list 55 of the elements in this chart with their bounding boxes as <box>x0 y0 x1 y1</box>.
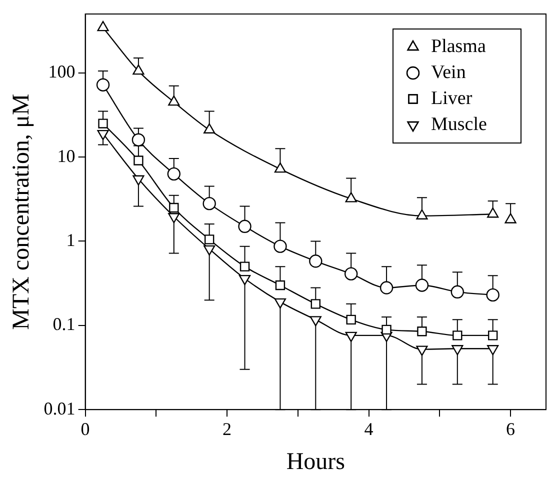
point <box>96 78 110 92</box>
y-tick-label: 0.1 <box>52 314 76 334</box>
point <box>274 162 286 173</box>
point <box>240 262 250 272</box>
y-tick-label: 1 <box>66 230 76 250</box>
point <box>169 202 179 213</box>
point <box>134 156 144 166</box>
point <box>417 326 427 336</box>
x-tick-label: 2 <box>222 419 232 440</box>
y-tick-label: 100 <box>48 62 76 82</box>
point <box>167 167 180 181</box>
point <box>132 64 144 75</box>
point <box>487 345 499 356</box>
point <box>452 330 462 340</box>
point <box>310 316 322 326</box>
point <box>238 274 251 286</box>
y-axis-title: MTX concentration, μM <box>8 94 35 330</box>
point <box>488 330 498 340</box>
x-tick-label: 4 <box>364 419 374 440</box>
legend-label: Liver <box>431 88 473 109</box>
legend-label: Plasma <box>431 36 486 57</box>
point <box>504 213 516 224</box>
y-tick-label: 10 <box>57 146 76 166</box>
point <box>450 285 464 299</box>
x-tick-label: 0 <box>80 419 90 440</box>
x-axis-title: Hours <box>286 448 345 475</box>
point <box>97 20 109 32</box>
point <box>274 240 287 253</box>
point <box>275 280 286 290</box>
point <box>452 345 464 356</box>
point <box>98 118 108 128</box>
point <box>416 209 428 220</box>
point <box>415 278 429 292</box>
point <box>380 281 394 294</box>
point <box>204 123 216 134</box>
legend-label: Muscle <box>431 114 487 135</box>
point <box>132 133 146 146</box>
legend-label: Vein <box>431 62 466 83</box>
point <box>416 346 428 356</box>
y-tick-label: 0.01 <box>44 398 76 418</box>
point <box>309 254 322 268</box>
point <box>345 192 357 202</box>
point <box>168 95 180 106</box>
point <box>238 220 252 233</box>
point <box>204 234 214 244</box>
point <box>382 324 392 335</box>
point <box>274 298 286 309</box>
point <box>344 267 358 280</box>
point <box>310 299 320 309</box>
x-tick-label: 6 <box>506 419 516 440</box>
point <box>202 196 216 210</box>
point <box>487 207 499 218</box>
point <box>345 332 357 342</box>
point <box>486 288 500 302</box>
point <box>346 314 356 325</box>
